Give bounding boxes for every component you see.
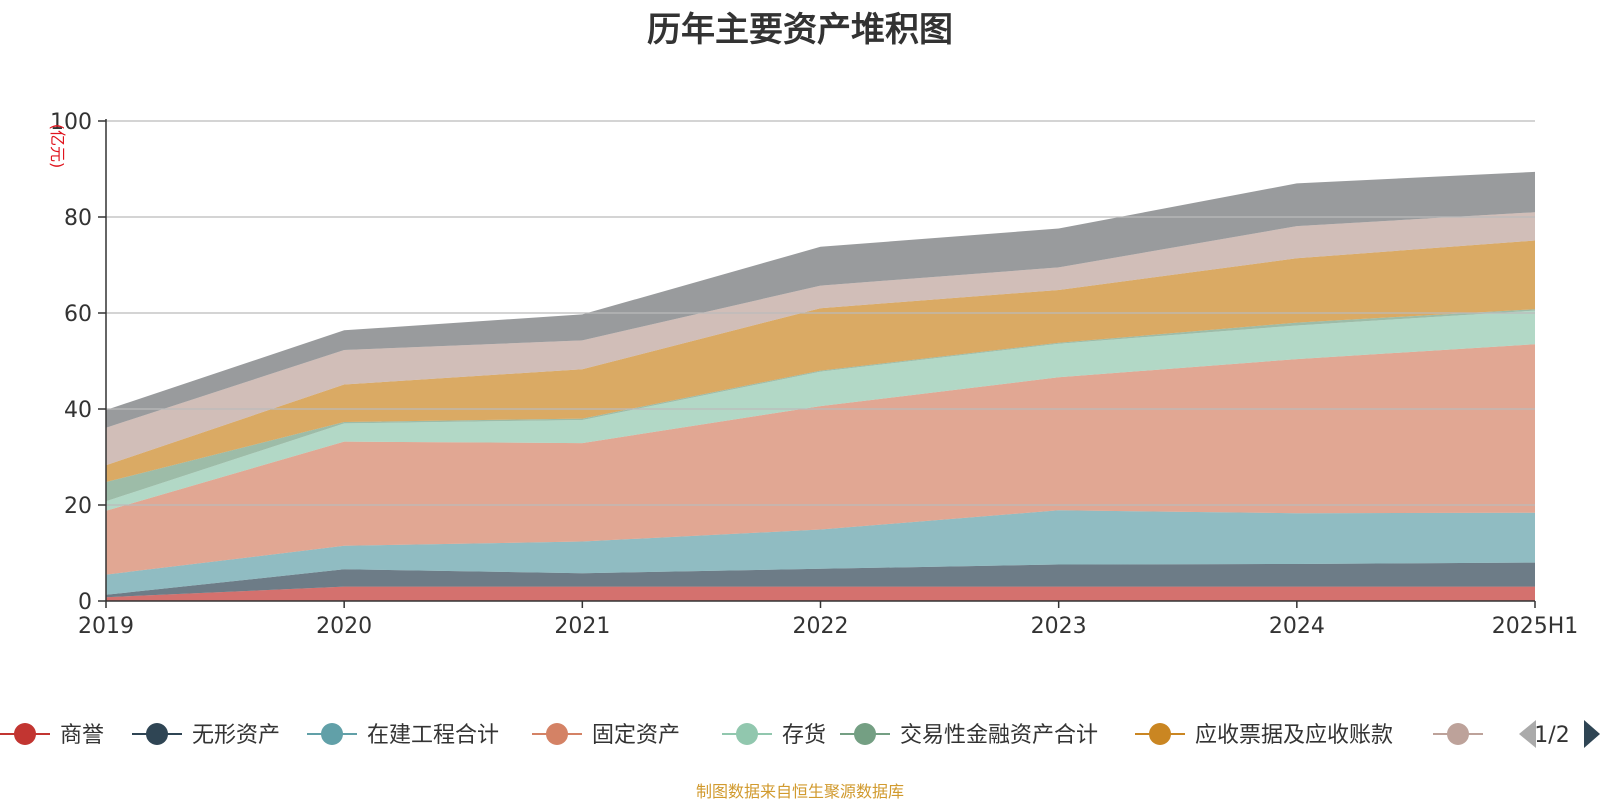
legend-label: 固定资产 — [592, 723, 680, 748]
legend-item-6[interactable]: 应收票据及应收账款 — [1135, 723, 1393, 748]
legend-marker — [546, 723, 568, 745]
legend-item-7[interactable] — [1433, 723, 1483, 745]
x-tick-label: 2020 — [316, 614, 372, 639]
x-tick-label: 2023 — [1031, 614, 1087, 639]
y-axis-unit-label: (亿元) — [48, 124, 67, 169]
legend-marker — [321, 723, 343, 745]
legend-marker — [14, 723, 36, 745]
y-tick-label: 0 — [78, 590, 92, 615]
x-tick-label: 2019 — [78, 614, 134, 639]
y-tick-label: 60 — [64, 302, 92, 327]
legend-page-indicator: 1/2 — [1534, 723, 1569, 748]
x-tick-label: 2022 — [793, 614, 849, 639]
legend-item-0[interactable]: 商誉 — [0, 723, 104, 748]
legend-item-2[interactable]: 在建工程合计 — [307, 723, 499, 748]
stacked-areas — [106, 171, 1535, 601]
source-note: 制图数据来自恒生聚源数据库 — [695, 782, 904, 801]
legend-item-1[interactable]: 无形资产 — [132, 723, 280, 748]
legend-prev-page-icon[interactable] — [1519, 720, 1536, 748]
legend-item-4[interactable]: 存货 — [722, 723, 826, 748]
x-tick-label: 2025H1 — [1492, 614, 1579, 639]
legend-item-5[interactable]: 交易性金融资产合计 — [840, 723, 1098, 748]
y-tick-label: 40 — [64, 398, 92, 423]
legend-label: 交易性金融资产合计 — [900, 723, 1098, 748]
legend-item-3[interactable]: 固定资产 — [532, 723, 680, 748]
y-tick-label: 20 — [64, 494, 92, 519]
legend: 商誉 无形资产 在建工程合计 固定资产 存货 交易性金融资产合计 应收票据及应收账款 1/2 — [0, 720, 1600, 748]
area-series-4 — [106, 310, 1535, 511]
area-series-8 — [106, 171, 1535, 428]
legend-marker — [1447, 723, 1469, 745]
area-series-7 — [106, 212, 1535, 466]
x-tick-label: 2021 — [554, 614, 610, 639]
legend-label: 应收票据及应收账款 — [1195, 723, 1393, 748]
legend-label: 在建工程合计 — [367, 723, 499, 748]
area-series-2 — [106, 510, 1535, 595]
y-tick-label: 100 — [50, 110, 92, 135]
legend-label: 无形资产 — [192, 723, 280, 748]
x-tick-label: 2024 — [1269, 614, 1325, 639]
grid-lines — [106, 120, 1535, 506]
area-series-0 — [106, 586, 1535, 601]
chart-title: 历年主要资产堆积图 — [647, 10, 953, 50]
legend-next-page-icon[interactable] — [1584, 720, 1600, 748]
axes: 0 20 40 60 80 100 2019 2020 2021 2022 2023 2024 2025… — [48, 110, 1578, 639]
legend-marker — [146, 723, 168, 745]
y-tick-label: 80 — [64, 206, 92, 231]
area-series-3 — [106, 344, 1535, 575]
area-series-6 — [106, 240, 1535, 482]
legend-label: 存货 — [782, 723, 826, 748]
legend-marker — [854, 723, 876, 745]
legend-marker — [1149, 723, 1171, 745]
legend-label: 商誉 — [60, 723, 104, 748]
legend-marker — [736, 723, 758, 745]
